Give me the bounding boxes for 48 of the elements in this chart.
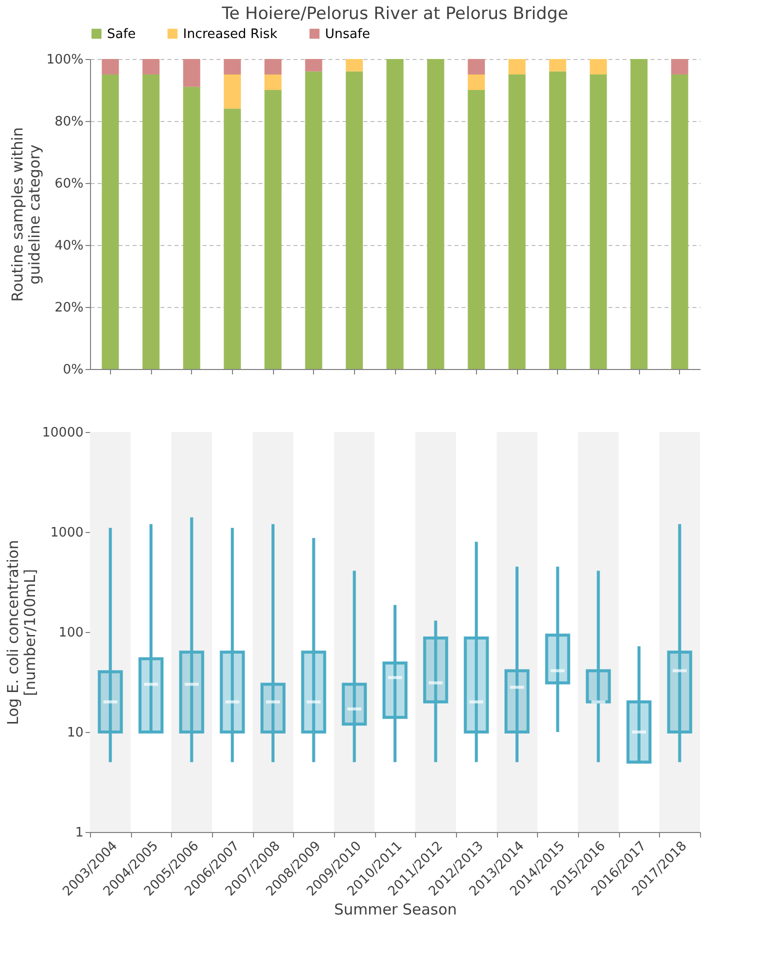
y-tick-label: 20% <box>54 300 84 316</box>
chart-title: Te Hoiere/Pelorus River at Pelorus Bridge <box>220 4 568 24</box>
y-axis-title: Routine samples within guideline category <box>8 127 44 302</box>
bar <box>468 74 485 90</box>
bar <box>264 59 282 74</box>
y-tick-label: 1 <box>75 826 84 840</box>
y-tick-label: 100% <box>46 52 84 68</box>
bar <box>305 59 322 72</box>
y-axis-title: Log E. coli concentration [number/100mL] <box>4 540 40 725</box>
bar <box>102 74 119 369</box>
bar <box>346 59 363 72</box>
bar <box>549 71 566 369</box>
legend-label: Safe <box>107 26 136 42</box>
y-tick-label: 80% <box>54 114 84 130</box>
y-tick-label: 10000 <box>42 426 84 440</box>
bar <box>671 59 688 74</box>
bar <box>508 59 526 74</box>
bar <box>671 74 688 369</box>
bar <box>549 59 566 72</box>
x-axis-title: Summer Season <box>334 900 457 919</box>
bar <box>142 59 160 74</box>
bar <box>224 59 241 74</box>
bar <box>590 59 607 74</box>
y-tick-label: 0% <box>62 362 84 378</box>
y-tick-label: 10 <box>66 726 84 740</box>
bar <box>386 59 404 369</box>
bar <box>224 108 241 369</box>
y-tick-label: 100 <box>58 626 84 640</box>
bar <box>346 71 363 369</box>
bar <box>183 86 200 369</box>
bar <box>142 74 160 369</box>
y-tick-label: 1000 <box>50 526 84 540</box>
legend-label: Unsafe <box>325 26 370 42</box>
bar <box>102 59 119 74</box>
bar <box>183 59 200 87</box>
y-tick-label: 40% <box>54 238 84 254</box>
bar <box>468 90 485 369</box>
bar <box>630 59 648 369</box>
bar <box>508 74 526 369</box>
bar <box>427 59 444 369</box>
bar <box>264 90 282 369</box>
y-tick-label: 60% <box>54 176 84 192</box>
bar <box>305 71 322 369</box>
bar <box>468 59 485 74</box>
legend-label: Increased Risk <box>183 26 278 42</box>
bar <box>224 74 241 109</box>
bar <box>590 74 607 369</box>
bar <box>264 74 282 90</box>
